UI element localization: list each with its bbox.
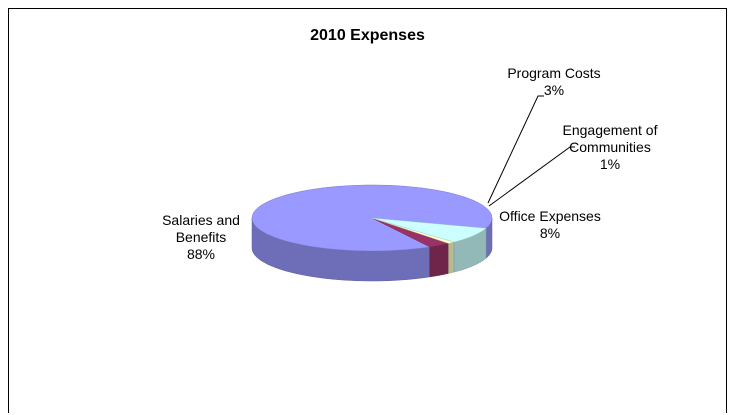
slice-label-2: Engagement of Communities 1% — [563, 122, 658, 172]
pie-side-walls — [251, 217, 493, 282]
slice-label-line-0-1: Benefits — [176, 229, 227, 245]
slice-percent-2: 1% — [600, 156, 620, 172]
slice-label-0: Salaries and Benefits 88% — [162, 212, 240, 262]
pie-side-2-0 — [448, 241, 455, 274]
slice-label-3: Office Expenses 8% — [499, 208, 601, 241]
slice-percent-0: 88% — [187, 246, 215, 262]
pie-labels: Salaries and Benefits 88% Program Costs 3% En… — [162, 65, 657, 262]
leader-line-2 — [488, 146, 575, 207]
chart-title: 2010 Expenses — [310, 27, 425, 44]
pie-slice-1 — [371, 217, 450, 248]
pie-top-faces — [251, 184, 493, 252]
slice-label-line-0-0: Salaries and — [162, 212, 240, 228]
pie-side-1-0 — [429, 243, 449, 278]
slice-percent-1: 3% — [544, 82, 564, 98]
slice-label-line-2-0: Engagement of — [563, 122, 658, 138]
slice-label-line-2-1: Communities — [569, 139, 651, 155]
slice-percent-3: 8% — [540, 225, 560, 241]
slice-label-1: Program Costs 3% — [507, 65, 600, 98]
slice-label-line-1-0: Program Costs — [507, 65, 600, 81]
slice-label-line-3-0: Office Expenses — [499, 208, 601, 224]
pie-slice-3 — [371, 217, 487, 243]
leader-line-1 — [487, 95, 544, 204]
